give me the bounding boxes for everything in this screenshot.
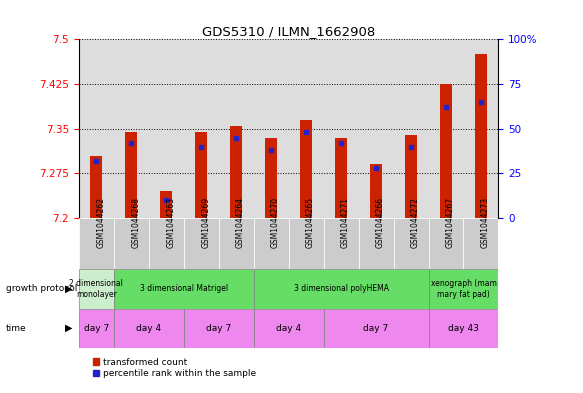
Text: 3 dimensional Matrigel: 3 dimensional Matrigel [139,285,228,293]
Bar [265,138,277,218]
Bar [219,218,254,269]
Bar [429,218,463,269]
Bar [370,164,382,218]
Text: day 7: day 7 [363,324,389,332]
Bar [429,309,498,348]
Text: GSM1044268: GSM1044268 [131,197,140,248]
Bar [254,39,289,218]
Bar [359,218,394,269]
Text: day 43: day 43 [448,324,479,332]
Text: day 7: day 7 [206,324,231,332]
Bar [184,39,219,218]
Bar [149,218,184,269]
Text: ▶: ▶ [65,323,72,333]
Bar [254,218,289,269]
Bar [114,39,149,218]
Text: 2 dimensional
monolayer: 2 dimensional monolayer [69,279,123,299]
Bar [324,218,359,269]
Bar [475,54,487,218]
Bar [114,309,184,348]
Bar [254,269,429,309]
Text: day 4: day 4 [276,324,301,332]
Text: day 7: day 7 [83,324,109,332]
Bar [79,39,114,218]
Text: GSM1044271: GSM1044271 [341,197,350,248]
Bar [289,218,324,269]
Bar [90,156,103,218]
Bar [79,309,114,348]
Bar [335,138,347,218]
Bar [230,126,243,218]
Bar [184,309,254,348]
Bar [429,39,463,218]
Text: xenograph (mam
mary fat pad): xenograph (mam mary fat pad) [431,279,496,299]
Bar [125,132,137,218]
Bar [359,39,394,218]
Bar [289,39,324,218]
Bar [79,218,114,269]
Bar [114,269,254,309]
Bar [463,39,498,218]
Bar [405,135,417,218]
Text: GSM1044273: GSM1044273 [481,196,490,248]
Bar [463,218,498,269]
Text: time: time [6,324,26,332]
Text: GSM1044266: GSM1044266 [376,196,385,248]
Text: GSM1044263: GSM1044263 [166,196,175,248]
Bar [394,218,429,269]
Text: GSM1044267: GSM1044267 [446,196,455,248]
Text: ▶: ▶ [65,284,72,294]
Title: GDS5310 / ILMN_1662908: GDS5310 / ILMN_1662908 [202,25,375,38]
Bar [79,269,114,309]
Text: GSM1044269: GSM1044269 [201,196,210,248]
Bar [440,84,452,218]
Text: GSM1044262: GSM1044262 [96,197,105,248]
Text: 3 dimensional polyHEMA: 3 dimensional polyHEMA [294,285,388,293]
Text: GSM1044270: GSM1044270 [271,196,280,248]
Text: GSM1044272: GSM1044272 [411,197,420,248]
Bar [149,39,184,218]
Text: day 4: day 4 [136,324,161,332]
Bar [254,309,324,348]
Bar [324,39,359,218]
Bar [394,39,429,218]
Bar [429,269,498,309]
Text: growth protocol: growth protocol [6,285,77,293]
Bar [300,120,312,218]
Legend: transformed count, percentile rank within the sample: transformed count, percentile rank withi… [93,358,256,378]
Text: GSM1044265: GSM1044265 [306,196,315,248]
Bar [195,132,208,218]
Bar [324,309,429,348]
Bar [184,218,219,269]
Bar [219,39,254,218]
Bar [160,191,173,218]
Text: GSM1044264: GSM1044264 [236,196,245,248]
Bar [114,218,149,269]
